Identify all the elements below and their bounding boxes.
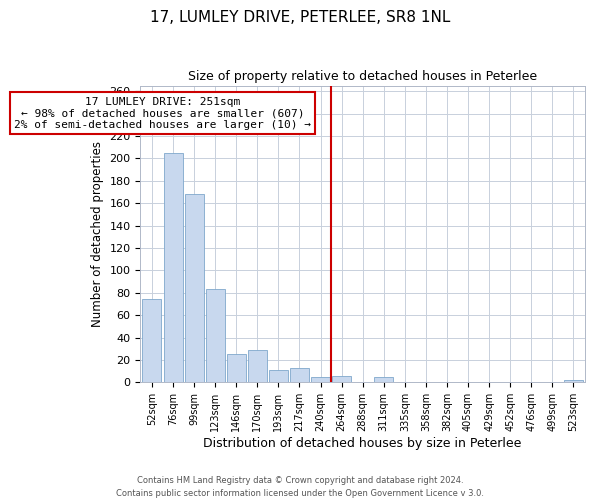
Text: 17 LUMLEY DRIVE: 251sqm
← 98% of detached houses are smaller (607)
2% of semi-de: 17 LUMLEY DRIVE: 251sqm ← 98% of detache… (14, 97, 311, 130)
Bar (332, 376, 351, 382)
Bar (227, 354, 246, 382)
Bar (374, 376, 393, 382)
Bar (185, 194, 203, 382)
Bar (269, 370, 288, 382)
Bar (290, 368, 309, 382)
Text: Contains HM Land Registry data © Crown copyright and database right 2024.
Contai: Contains HM Land Registry data © Crown c… (116, 476, 484, 498)
Y-axis label: Number of detached properties: Number of detached properties (91, 141, 104, 327)
Bar (142, 300, 161, 382)
Title: Size of property relative to detached houses in Peterlee: Size of property relative to detached ho… (188, 70, 537, 83)
Bar (164, 153, 182, 382)
Bar (311, 376, 330, 382)
Bar (206, 290, 224, 382)
Bar (564, 380, 583, 382)
X-axis label: Distribution of detached houses by size in Peterlee: Distribution of detached houses by size … (203, 437, 522, 450)
Text: 17, LUMLEY DRIVE, PETERLEE, SR8 1NL: 17, LUMLEY DRIVE, PETERLEE, SR8 1NL (150, 10, 450, 25)
Bar (248, 350, 267, 382)
